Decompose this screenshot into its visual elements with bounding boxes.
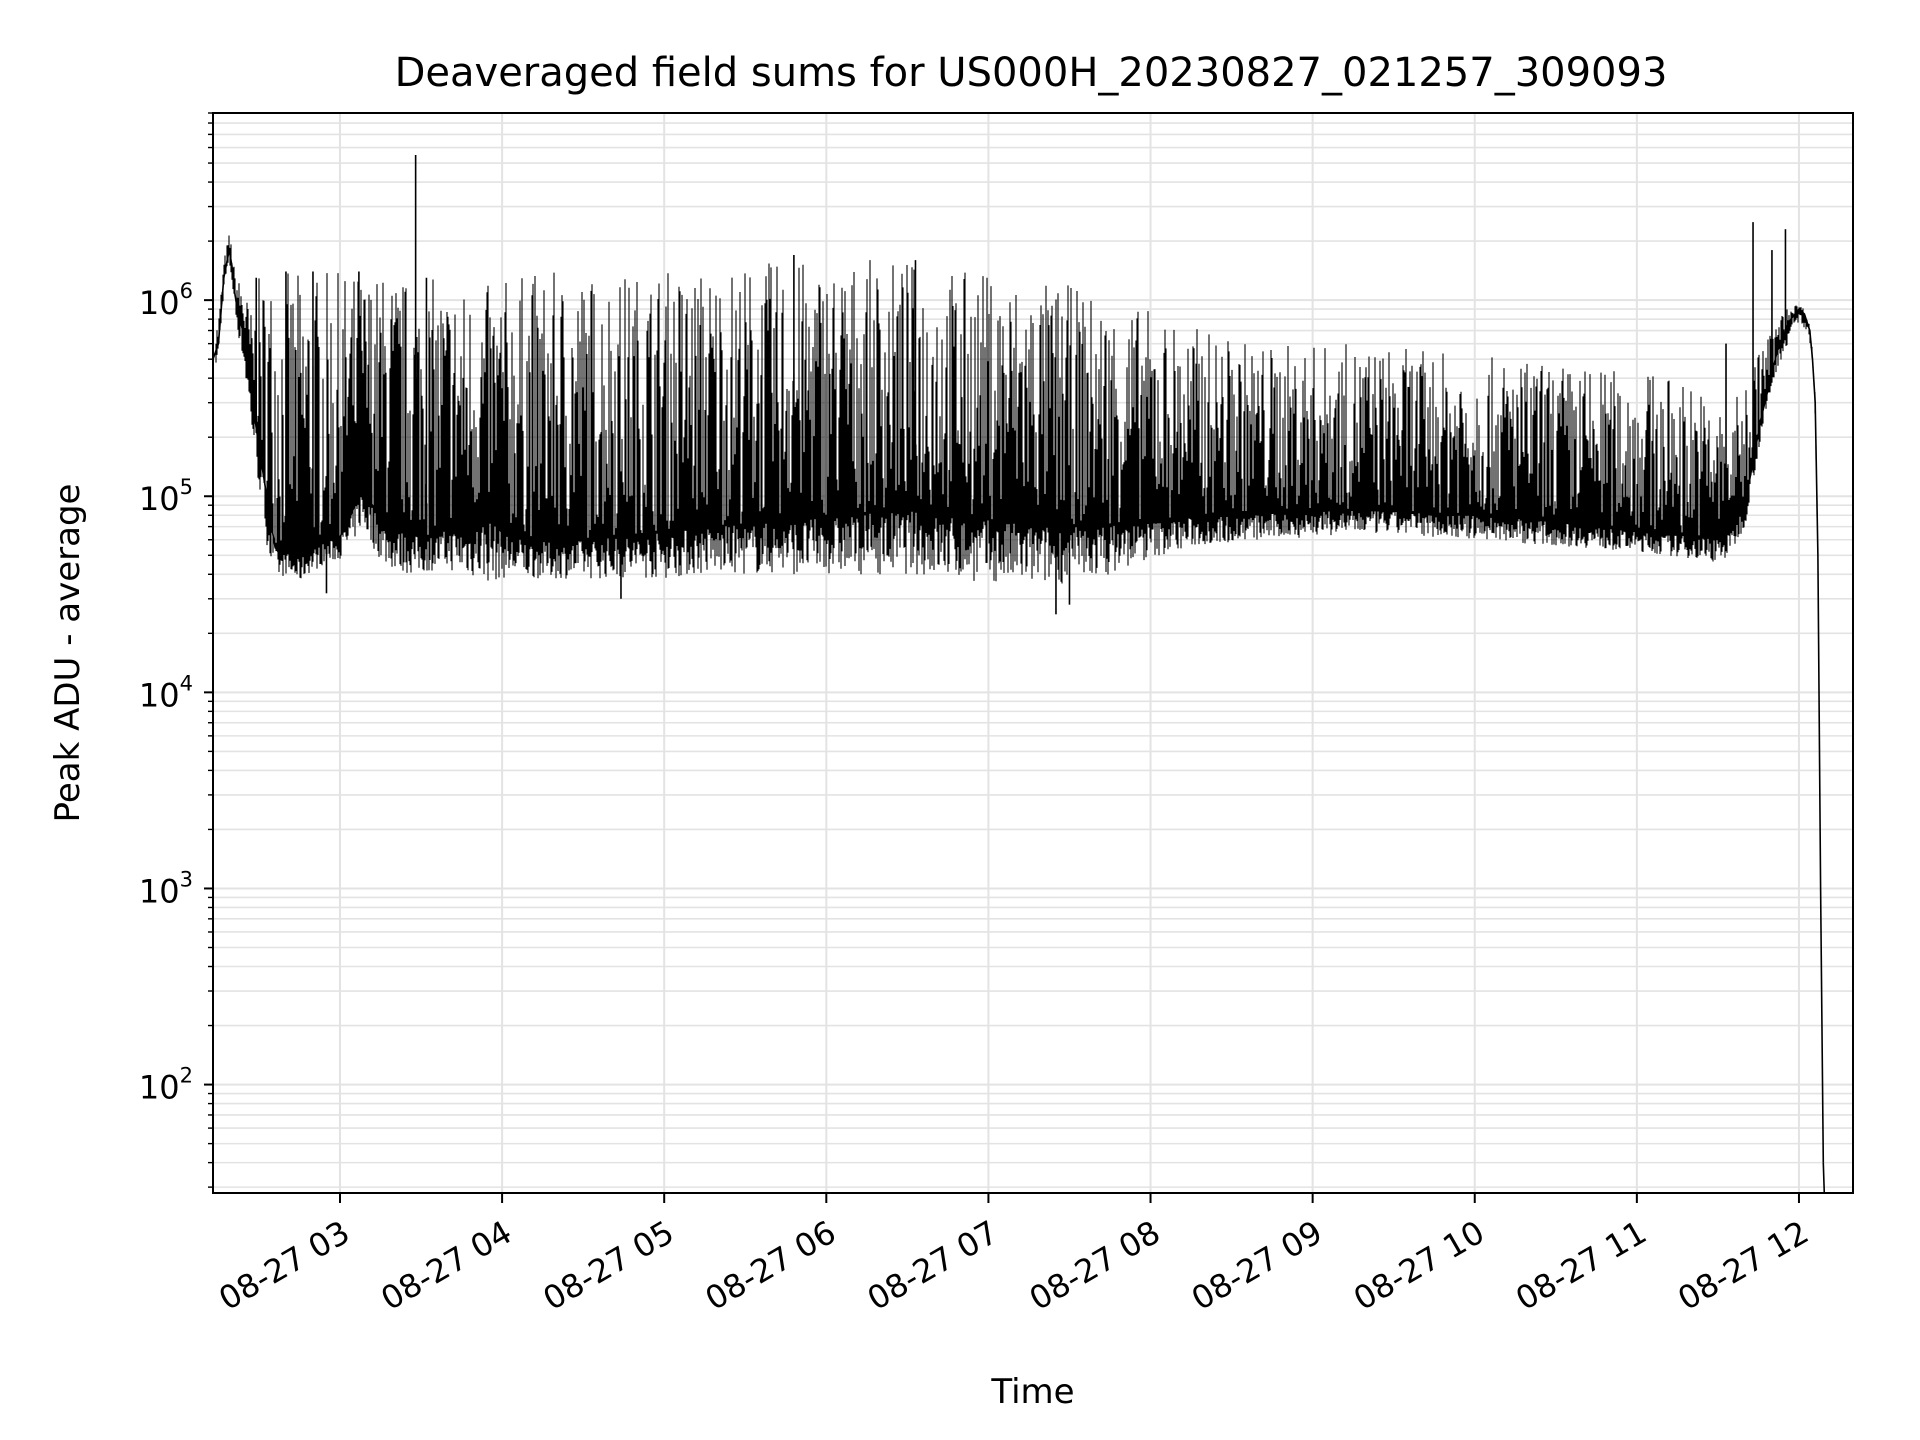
series-tail (1822, 1162, 1826, 1194)
y-axis-label: Peak ADU - average (48, 484, 88, 823)
y-tick-label: 103 (139, 867, 193, 910)
y-tick-label: 102 (139, 1064, 193, 1107)
y-tick-label: 106 (139, 279, 193, 322)
chart-title: Deaveraged field sums for US000H_2023082… (395, 50, 1668, 96)
axes-frame (212, 112, 1854, 1194)
plot-area (212, 154, 1826, 1194)
x-axis-label: Time (990, 1372, 1074, 1412)
series-oscillation (214, 235, 1818, 584)
y-tick-label: 105 (139, 475, 193, 518)
y-tick-label: 104 (139, 671, 193, 714)
